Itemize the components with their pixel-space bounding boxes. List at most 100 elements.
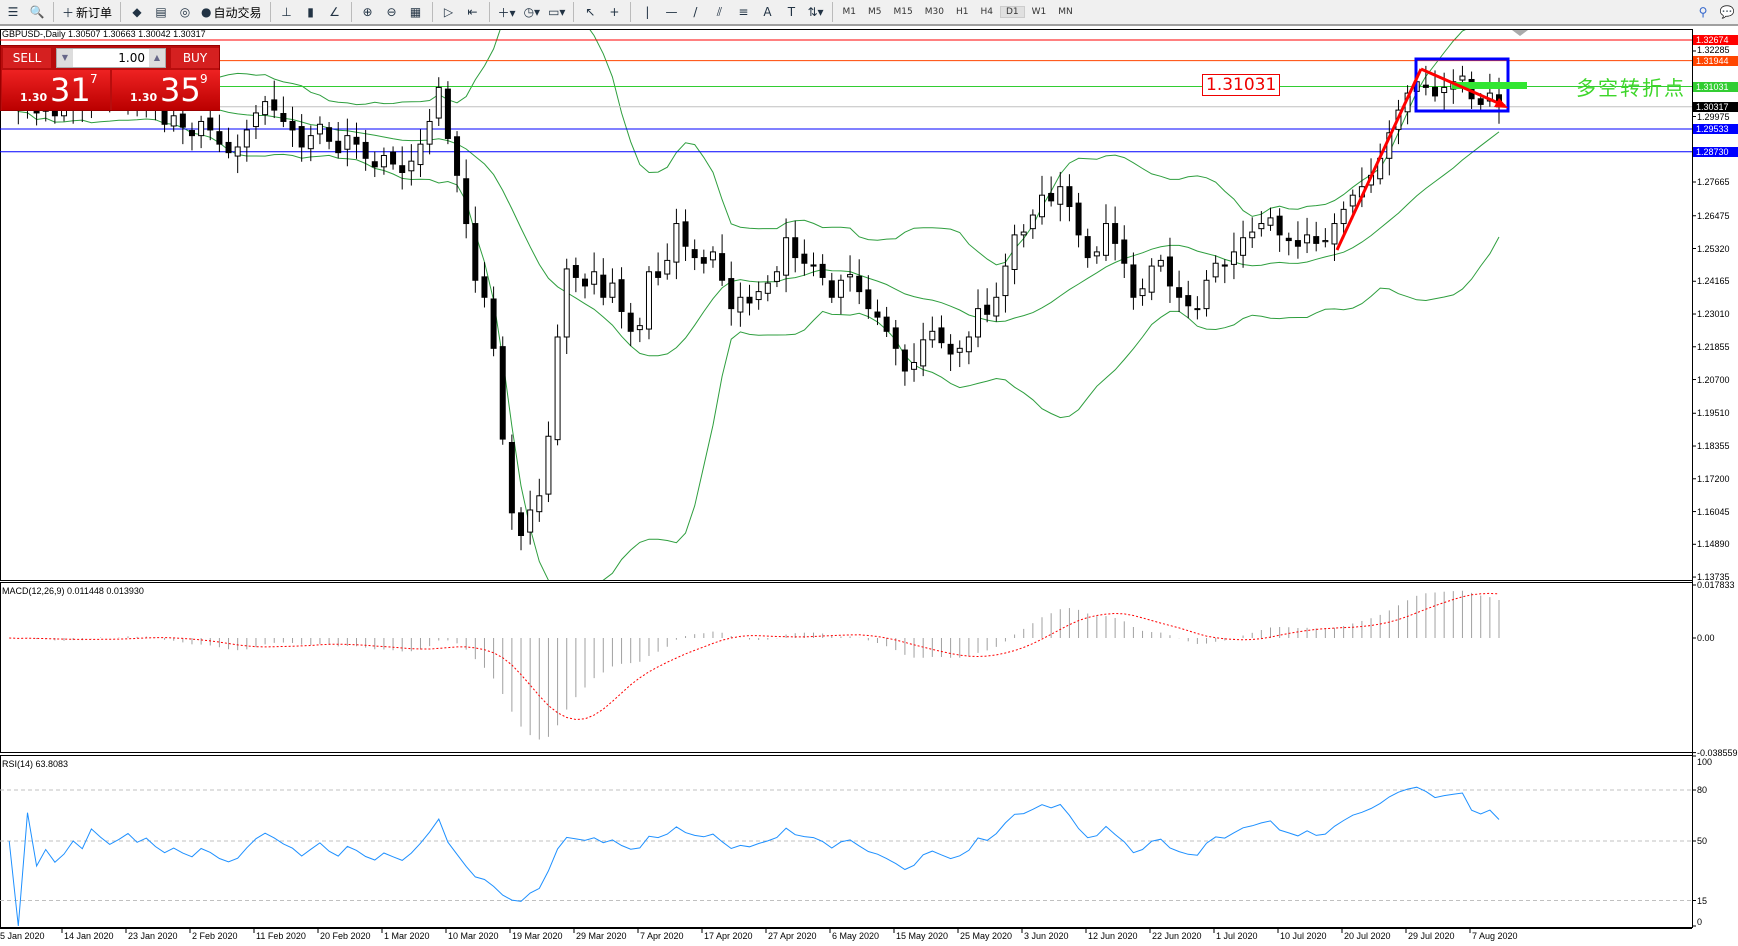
candle-body-up bbox=[764, 282, 771, 294]
buy-price[interactable]: 1.30 35 9 bbox=[112, 70, 220, 110]
time-axis-label: 10 Jul 2020 bbox=[1280, 931, 1327, 941]
signals-button[interactable]: ◎ bbox=[174, 1, 196, 23]
tile-windows-button[interactable]: ▦ bbox=[405, 1, 427, 23]
chart-shift-button[interactable]: ⇤ bbox=[462, 1, 484, 23]
sell-price[interactable]: 1.30 31 7 bbox=[2, 70, 110, 110]
line-chart-button[interactable]: ∠ bbox=[324, 1, 346, 23]
data-window-button[interactable]: 🔍 bbox=[26, 1, 48, 23]
timeframe-h1[interactable]: H1 bbox=[955, 7, 969, 17]
text-label-button[interactable]: T bbox=[780, 1, 802, 23]
market-watch-button[interactable]: ☰ bbox=[2, 1, 24, 23]
crosshair-button[interactable]: + bbox=[603, 1, 625, 23]
candle bbox=[572, 257, 579, 293]
candle-body-down bbox=[865, 289, 872, 310]
timeframe-mn[interactable]: MN bbox=[1058, 7, 1073, 17]
candle bbox=[810, 252, 817, 277]
bb-middle-line bbox=[8, 98, 1500, 357]
vertical-line-button[interactable]: | bbox=[636, 1, 658, 23]
bar-chart-button[interactable]: ⊥ bbox=[276, 1, 298, 23]
candle-body-up bbox=[344, 135, 351, 150]
zoom-out-button[interactable]: ⊖ bbox=[381, 1, 403, 23]
timeframe-m30[interactable]: M30 bbox=[924, 7, 944, 17]
candle bbox=[883, 306, 890, 337]
price-axis-label: 1.20700 bbox=[1697, 374, 1730, 385]
metaeditor-button[interactable]: ◆ bbox=[126, 1, 148, 23]
new-order-button[interactable]: ＋新订单 bbox=[59, 1, 115, 23]
arrows-button[interactable]: ⇅▾ bbox=[804, 1, 826, 23]
cursor-button[interactable]: ↖ bbox=[579, 1, 601, 23]
auto-trading-button[interactable]: ● 自动交易 bbox=[198, 1, 265, 23]
candle-body-down bbox=[792, 237, 799, 259]
candle-body-up bbox=[1020, 231, 1027, 236]
price-axis-label: 1.21855 bbox=[1697, 341, 1730, 352]
indicators-button[interactable]: ＋▾ bbox=[495, 1, 519, 23]
timeframe-m5[interactable]: M5 bbox=[868, 7, 882, 17]
candle bbox=[371, 151, 378, 178]
candle bbox=[901, 344, 908, 386]
text-button[interactable]: A bbox=[756, 1, 778, 23]
community-icon[interactable]: 💬 bbox=[1719, 5, 1735, 19]
buy-price-main: 35 bbox=[160, 71, 201, 109]
candle-body-up bbox=[1002, 265, 1009, 297]
candle bbox=[225, 127, 232, 159]
candle-body-up bbox=[1459, 75, 1466, 81]
fibonacci-button[interactable]: ≡ bbox=[732, 1, 754, 23]
candle-body-down bbox=[225, 141, 232, 154]
candle bbox=[454, 131, 461, 193]
candle-body-up bbox=[1093, 251, 1100, 257]
candle-body-down bbox=[700, 257, 707, 264]
candlestick-button[interactable]: ▮ bbox=[300, 1, 322, 23]
search-icon[interactable]: ⚲ bbox=[1698, 5, 1708, 19]
candle-body-up bbox=[920, 339, 927, 367]
candle bbox=[837, 274, 844, 315]
zoom-in-button[interactable]: ⊕ bbox=[357, 1, 379, 23]
lot-decrease-icon[interactable]: ▼ bbox=[57, 49, 73, 67]
timeframe-w1[interactable]: W1 bbox=[1031, 7, 1047, 17]
candle bbox=[280, 96, 287, 128]
timeframe-m1[interactable]: M1 bbox=[842, 7, 857, 17]
periods-button[interactable]: ◷▾ bbox=[521, 1, 544, 23]
horizontal-line-button[interactable]: — bbox=[660, 1, 682, 23]
lot-value[interactable]: 1.00 bbox=[118, 51, 145, 65]
candle bbox=[773, 266, 780, 288]
candle-body-up bbox=[234, 146, 241, 157]
buy-button[interactable]: BUY bbox=[171, 48, 219, 68]
candle-body-up bbox=[1057, 186, 1064, 205]
rsi-line bbox=[8, 786, 1500, 927]
candle-body-up bbox=[664, 259, 671, 275]
price-axis-label: 1.19510 bbox=[1697, 408, 1730, 419]
terminal-button[interactable]: ▤ bbox=[150, 1, 172, 23]
lot-size-field[interactable]: ▼ 1.00 ▲ bbox=[56, 48, 166, 68]
macd-label: MACD(12,26,9) 0.011448 0.013930 bbox=[2, 586, 144, 596]
candle-body-down bbox=[463, 178, 470, 225]
lot-increase-icon[interactable]: ▲ bbox=[149, 49, 165, 67]
auto-scroll-button[interactable]: ▷ bbox=[438, 1, 460, 23]
templates-button[interactable]: ▭▾ bbox=[545, 1, 568, 23]
candle bbox=[353, 122, 360, 159]
timeframe-d1[interactable]: D1 bbox=[999, 6, 1025, 18]
candle bbox=[801, 239, 808, 276]
pivot-annotation-text[interactable]: 多空转折点 bbox=[1576, 76, 1686, 100]
candle bbox=[335, 122, 342, 159]
timeframe-m15[interactable]: M15 bbox=[893, 7, 913, 17]
candle bbox=[289, 106, 296, 147]
equidistant-channel-button[interactable]: ⫽ bbox=[708, 1, 730, 23]
new-order-label: 新订单 bbox=[76, 5, 113, 20]
candle bbox=[764, 275, 771, 302]
chart-shift-icon: ⇤ bbox=[467, 5, 478, 19]
trend-line-button[interactable]: / bbox=[684, 1, 706, 23]
candle bbox=[252, 105, 259, 140]
timeframe-h4[interactable]: H4 bbox=[980, 7, 993, 17]
candle bbox=[344, 118, 351, 167]
candle bbox=[1102, 204, 1109, 261]
candle-body-down bbox=[1084, 236, 1091, 259]
one-click-trading-panel: SELL ▼ 1.00 ▲ BUY 1.30 31 7 1.30 35 9 bbox=[0, 45, 220, 111]
candle-body-up bbox=[198, 120, 205, 137]
candle-body-up bbox=[993, 296, 1000, 317]
time-axis-label: 3 Jun 2020 bbox=[1024, 931, 1069, 941]
candle bbox=[408, 144, 415, 186]
sell-button[interactable]: SELL bbox=[3, 48, 51, 68]
candle-body-up bbox=[975, 308, 982, 338]
level-annotation-label[interactable]: 1.31031 bbox=[1202, 74, 1281, 96]
